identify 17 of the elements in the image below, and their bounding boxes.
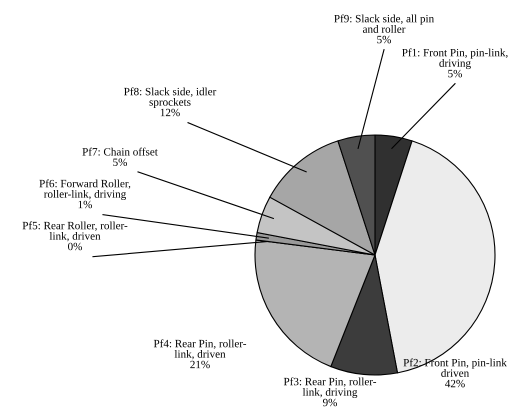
data-label: 5% <box>377 36 392 44</box>
data-label: 21% <box>190 360 210 368</box>
data-label: 5% <box>448 70 462 78</box>
slice-label: Pf6: Forward Roller, roller-link, driving <box>39 179 130 200</box>
data-label: 1% <box>78 200 92 208</box>
slice-label: Pf9: Slack side, all pin and roller <box>334 14 434 33</box>
slice-label: Pf7: Chain offset <box>82 148 158 156</box>
data-label: 12% <box>160 108 180 116</box>
slice-label: Pf1: Front Pin, pin-link, driving <box>402 48 508 70</box>
slice-label: Pf4: Rear Pin, roller- link, driven <box>154 339 246 360</box>
data-label: 5% <box>113 158 128 166</box>
data-label: 9% <box>322 398 338 406</box>
category-label: Pf5: Rear Roller, roller- link, driven <box>22 221 128 242</box>
slice-label: Pf3: Rear Pin, roller- link, driving <box>284 377 376 398</box>
text: 0% <box>68 242 82 250</box>
slice-label: Pf8: Slack side, idler sprockets <box>124 87 216 108</box>
data-label: 42% <box>445 380 465 388</box>
